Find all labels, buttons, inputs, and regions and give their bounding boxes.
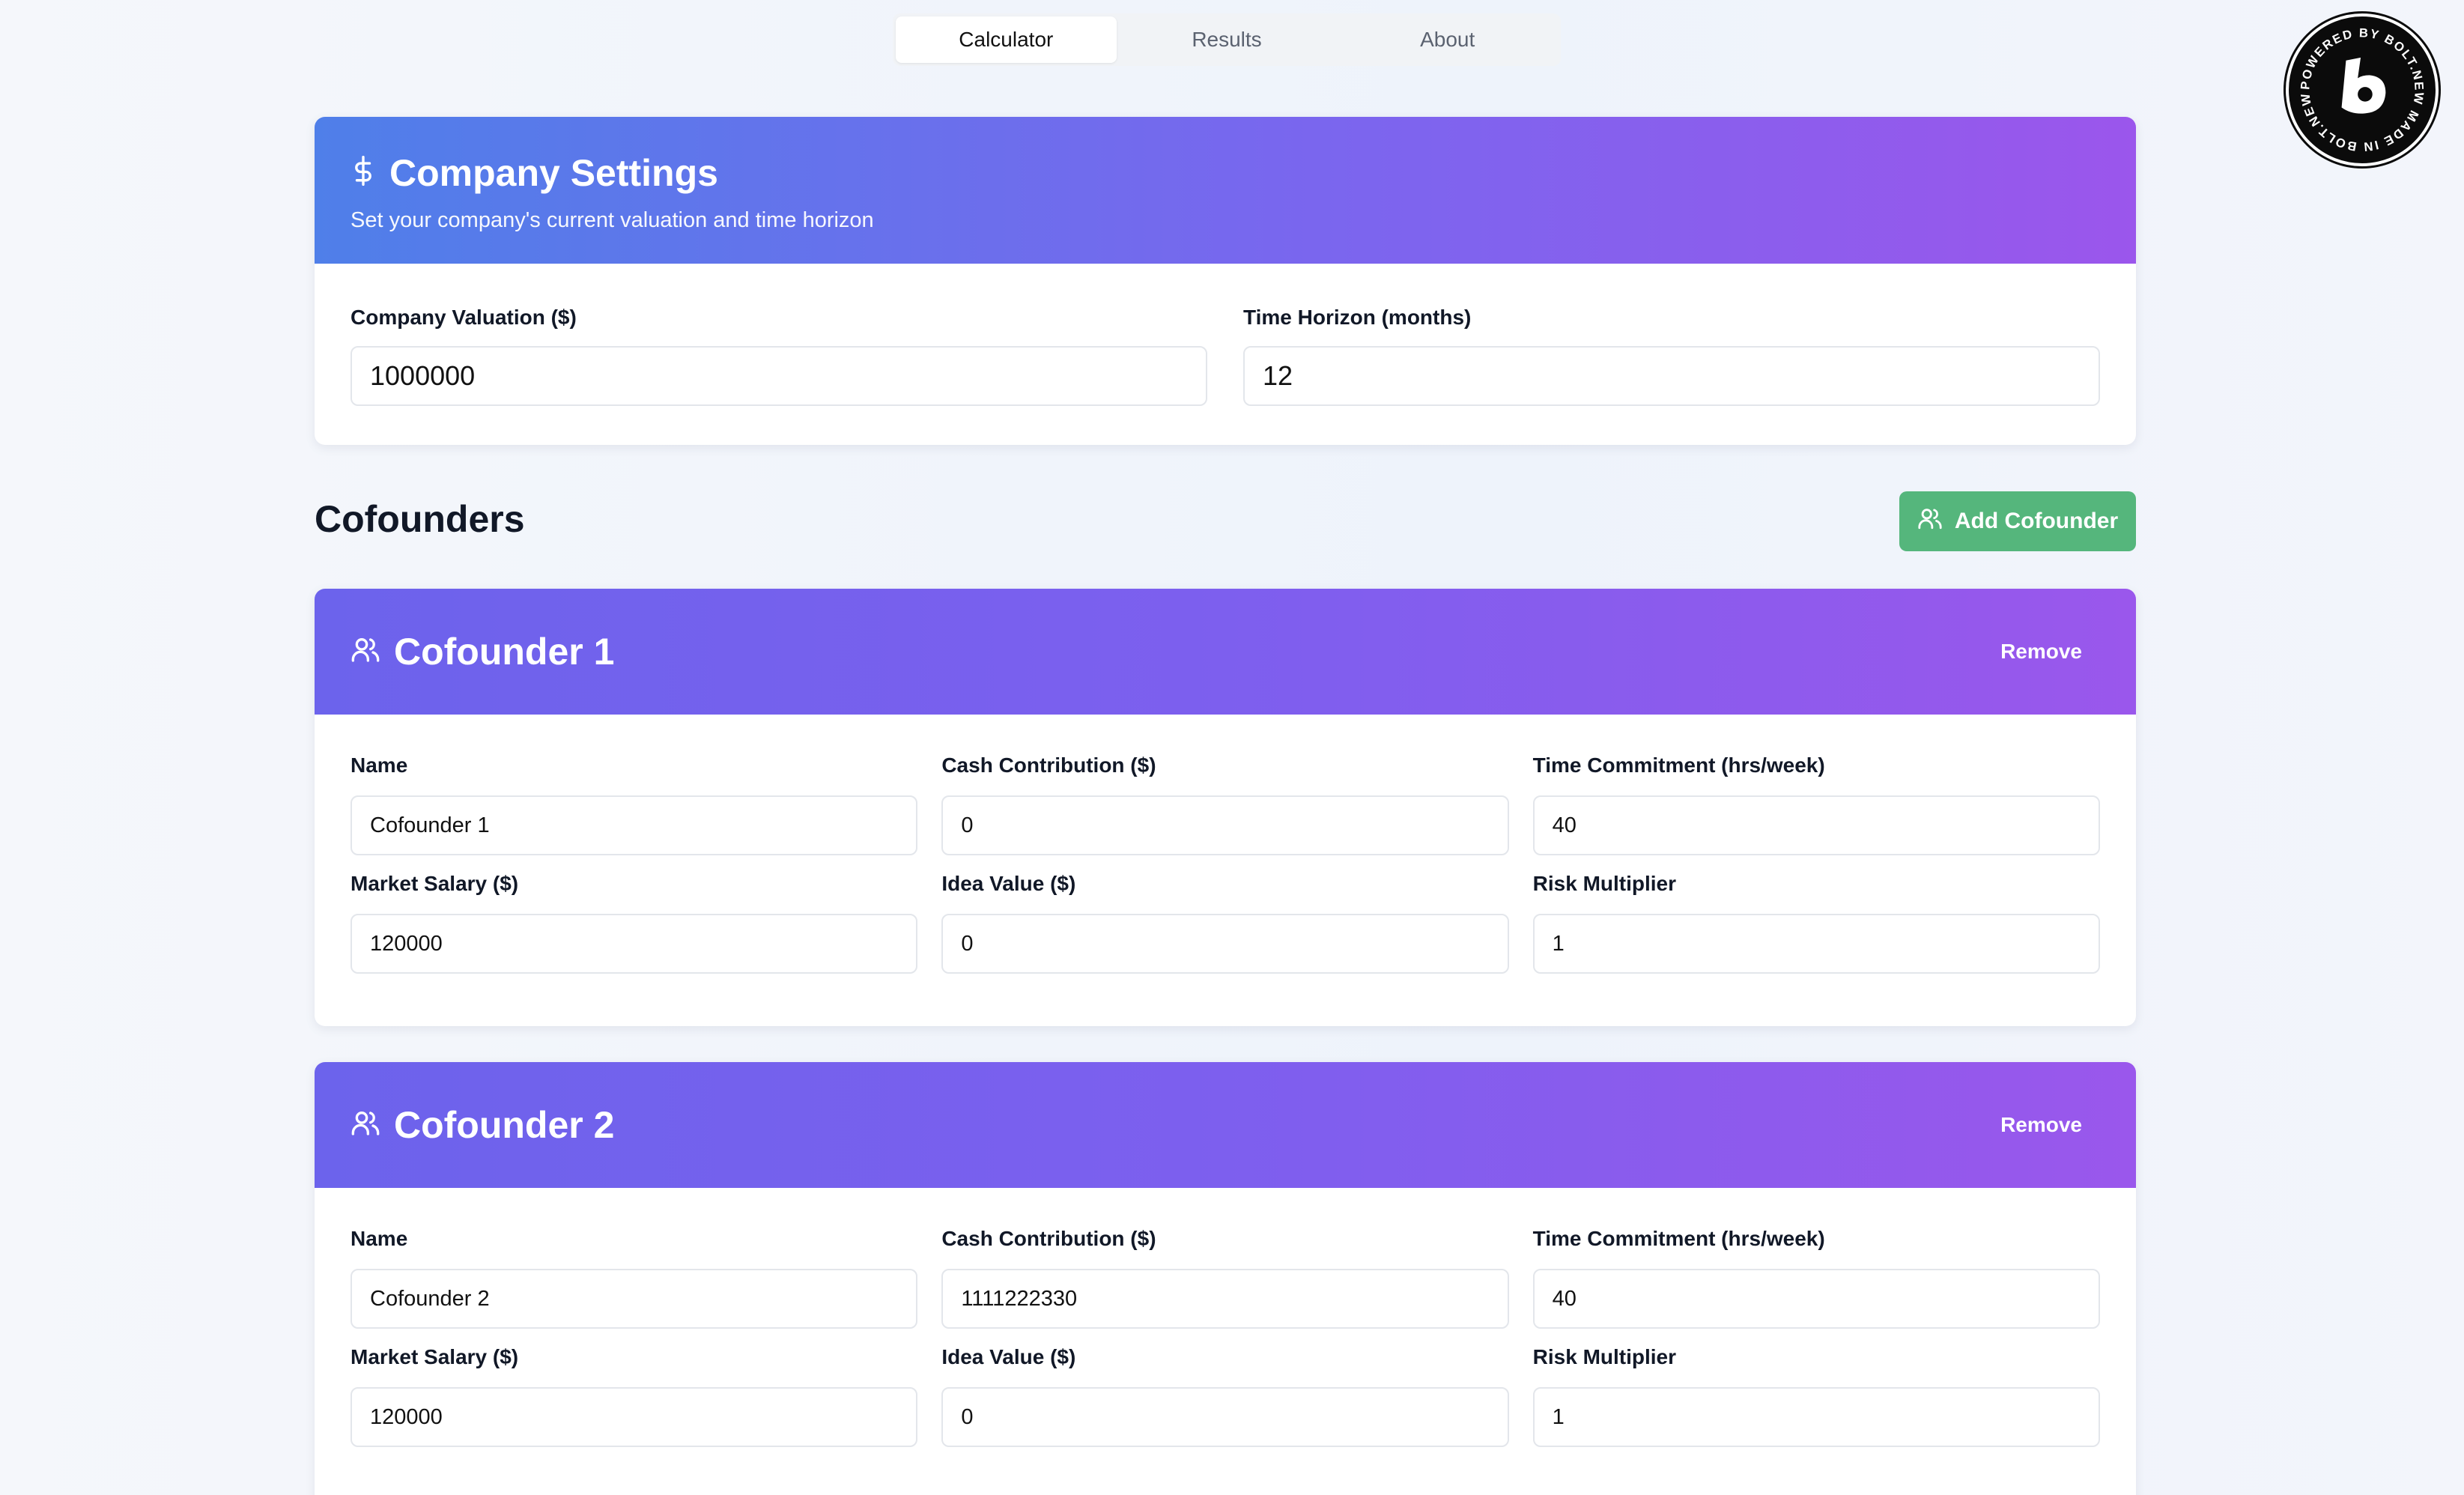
users-icon — [351, 630, 380, 673]
tab-calculator[interactable]: Calculator — [896, 16, 1117, 63]
cash-contribution-input[interactable] — [941, 795, 1509, 855]
idea-value-input[interactable] — [941, 914, 1509, 974]
users-icon — [1917, 506, 1943, 537]
name-label: Name — [351, 753, 408, 777]
cofounders-title: Cofounders — [315, 498, 525, 540]
risk-multiplier-input[interactable] — [1532, 914, 2100, 974]
company-settings-header: Company Settings Set your company's curr… — [315, 117, 2136, 264]
time-commitment-input[interactable] — [1532, 795, 2100, 855]
risk-multiplier-label: Risk Multiplier — [1532, 1345, 1677, 1368]
cofounder-header: Cofounder 1 Remove — [315, 589, 2136, 715]
cofounder-title: Cofounder 2 — [394, 1104, 615, 1146]
bolt-logo-icon: POWERED BY BOLT.NEW MADE IN BOLT.NEW — [2298, 25, 2425, 154]
name-input[interactable] — [351, 795, 918, 855]
time-commitment-label: Time Commitment (hrs/week) — [1532, 1227, 1825, 1250]
tab-results[interactable]: Results — [1192, 28, 1262, 51]
add-cofounder-button[interactable]: Add Cofounder — [1899, 491, 2136, 551]
risk-multiplier-input[interactable] — [1532, 1387, 2100, 1447]
users-icon — [351, 1103, 380, 1147]
cofounder-card: Cofounder 1 Remove Name Cash Contributio… — [315, 589, 2136, 1026]
cash-contribution-input[interactable] — [941, 1269, 1509, 1329]
cofounder-card: Cofounder 2 Remove Name Cash Contributio… — [315, 1062, 2136, 1495]
market-salary-input[interactable] — [351, 1387, 918, 1447]
market-salary-input[interactable] — [351, 914, 918, 974]
idea-value-label: Idea Value ($) — [941, 872, 1076, 895]
risk-multiplier-label: Risk Multiplier — [1532, 872, 1677, 895]
time-commitment-label: Time Commitment (hrs/week) — [1532, 753, 1825, 777]
valuation-label: Company Valuation ($) — [351, 306, 577, 329]
valuation-input[interactable] — [351, 346, 1207, 406]
bolt-badge[interactable]: POWERED BY BOLT.NEW MADE IN BOLT.NEW — [2286, 13, 2439, 166]
time-commitment-input[interactable] — [1532, 1269, 2100, 1329]
company-settings-card: Company Settings Set your company's curr… — [315, 117, 2136, 445]
cofounder-title: Cofounder 1 — [394, 631, 615, 673]
time-horizon-label: Time Horizon (months) — [1243, 306, 1472, 329]
market-salary-label: Market Salary ($) — [351, 872, 519, 895]
dollar-icon — [351, 151, 376, 195]
idea-value-input[interactable] — [941, 1387, 1509, 1447]
name-label: Name — [351, 1227, 408, 1250]
idea-value-label: Idea Value ($) — [941, 1345, 1076, 1368]
name-input[interactable] — [351, 1269, 918, 1329]
cash-contribution-label: Cash Contribution ($) — [941, 753, 1156, 777]
time-horizon-input[interactable] — [1243, 346, 2100, 406]
remove-cofounder-button[interactable]: Remove — [2000, 1113, 2082, 1136]
market-salary-label: Market Salary ($) — [351, 1345, 519, 1368]
cash-contribution-label: Cash Contribution ($) — [941, 1227, 1156, 1250]
cofounder-header: Cofounder 2 Remove — [315, 1062, 2136, 1188]
remove-cofounder-button[interactable]: Remove — [2000, 640, 2082, 663]
tab-about[interactable]: About — [1420, 28, 1475, 51]
company-settings-title: Company Settings — [389, 152, 718, 194]
company-settings-subtitle: Set your company's current valuation and… — [351, 208, 874, 232]
tab-bar: Calculator Results About — [893, 13, 1561, 66]
add-cofounder-label: Add Cofounder — [1954, 509, 2119, 533]
